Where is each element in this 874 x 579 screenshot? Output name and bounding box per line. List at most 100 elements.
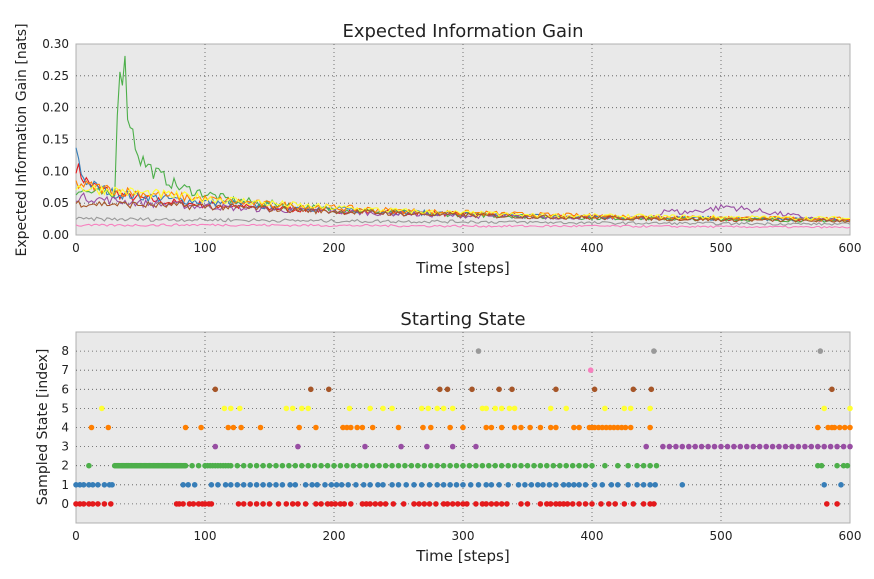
y-tick-label: 0.15: [42, 133, 69, 147]
x-tick-labels: 0 100 200 300 400 500 600: [72, 241, 861, 255]
state-6-point: [437, 386, 443, 393]
y-tick-label: 2: [61, 459, 69, 473]
state-4-point: [576, 424, 582, 431]
x-tick-label: 400: [581, 241, 604, 255]
state-1-point: [73, 482, 79, 488]
state-0-point: [95, 501, 101, 507]
state-1-point: [86, 482, 92, 488]
state-2-point: [402, 462, 408, 469]
state-0-point: [498, 501, 505, 507]
state-1-point: [496, 482, 502, 488]
state-5-point: [228, 405, 234, 412]
state-5-point: [483, 405, 490, 412]
state-3-point: [821, 443, 827, 450]
state-4-point: [622, 424, 629, 431]
state-2-point: [844, 462, 851, 469]
state-2-point: [434, 462, 441, 469]
state-4-point: [198, 424, 204, 431]
state-3-point: [295, 443, 301, 450]
state-6-point: [444, 386, 451, 393]
state-4-point: [348, 424, 354, 431]
state-0-point: [348, 501, 354, 507]
state-5-point: [847, 405, 853, 412]
state-0-point: [235, 501, 242, 507]
state-5-point: [289, 405, 296, 412]
state-0-point: [455, 501, 461, 507]
state-4-point: [815, 424, 821, 431]
state-3-point: [212, 443, 219, 450]
state-1-point: [838, 482, 844, 488]
state-1-point: [634, 482, 640, 488]
state-2-point: [279, 462, 286, 469]
state-2-point: [531, 462, 537, 469]
state-1-point: [582, 482, 589, 488]
state-2-point: [331, 462, 337, 469]
state-1-point: [566, 482, 572, 488]
state-3-point: [847, 443, 853, 450]
state-2-point: [834, 462, 840, 469]
state-0-point: [208, 501, 215, 507]
state-5-point: [418, 405, 425, 412]
state-1-point: [560, 482, 567, 488]
series-line-3: [75, 192, 851, 223]
state-0-point: [266, 501, 273, 507]
state-0-point: [108, 501, 114, 507]
state-3-point: [718, 443, 724, 450]
state-3-point: [744, 443, 750, 450]
state-4-point: [511, 424, 518, 431]
state-0-point: [186, 501, 193, 507]
state-1-point: [247, 482, 253, 488]
state-5-point: [547, 405, 554, 412]
state-3-point: [660, 443, 666, 450]
state-2-point: [344, 462, 350, 469]
state-1-point: [185, 482, 191, 488]
state-0-point: [337, 501, 344, 507]
state-4-point: [296, 424, 303, 431]
state-5-point: [492, 405, 499, 412]
points-layer: [73, 348, 853, 507]
state-2-point: [563, 462, 569, 469]
state-6-point: [829, 386, 835, 393]
state-0-point: [640, 501, 647, 507]
x-tick-label: 0: [72, 241, 80, 255]
state-1-point: [292, 482, 299, 488]
x-tick-label: 100: [194, 241, 217, 255]
state-1-point: [215, 482, 221, 488]
state-1-point: [302, 482, 309, 488]
state-2-point: [324, 462, 331, 469]
state-3-point: [776, 443, 782, 450]
state-0-point: [651, 501, 657, 507]
state-6-point: [648, 386, 655, 393]
chart-title: Expected Information Gain: [342, 21, 583, 42]
y-tick-labels: 0 1 2 3 4 5 6 7 8: [61, 344, 69, 511]
chart-expected-information-gain: 0 100 200 300 400 500 600 0.00 0.05 0.10 0.15 0.20…: [14, 21, 861, 277]
state-4-point: [483, 424, 490, 431]
state-0-point: [359, 501, 366, 507]
state-2-point: [479, 462, 486, 469]
state-5-point: [563, 405, 569, 412]
state-4-point: [238, 424, 244, 431]
state-0-point: [377, 501, 384, 507]
state-5-point: [647, 405, 653, 412]
state-0-point: [504, 501, 510, 507]
state-3-point: [362, 443, 368, 450]
state-0-point: [834, 501, 840, 507]
state-5-point: [305, 405, 312, 412]
state-0-point: [411, 501, 417, 507]
state-4-point: [420, 424, 426, 431]
x-tick-label: 600: [839, 529, 862, 543]
x-tick-label: 300: [452, 529, 475, 543]
state-1-point: [426, 482, 433, 488]
state-4-point: [527, 424, 533, 431]
state-2-point: [273, 462, 279, 469]
state-5-point: [434, 405, 441, 412]
state-4-point: [354, 424, 361, 431]
state-0-point: [518, 501, 524, 507]
state-0-point: [283, 501, 290, 507]
state-5-point: [511, 405, 518, 412]
state-2-point: [299, 462, 305, 469]
state-1-point: [191, 482, 198, 488]
state-2-point: [305, 462, 312, 469]
state-1-point: [353, 482, 359, 488]
